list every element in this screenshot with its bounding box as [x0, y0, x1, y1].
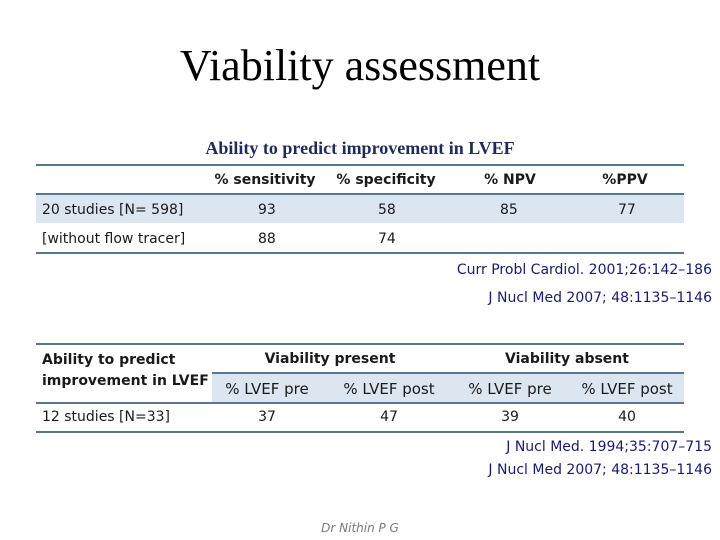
table2-corner-label: Ability to predict improvement in LVEF	[42, 350, 209, 392]
table2-header-rule	[36, 402, 684, 404]
present-post-value: 47	[380, 409, 398, 425]
subheader-absent-post: % LVEF post	[581, 380, 673, 398]
table1-bottom-rule	[36, 252, 684, 254]
absent-pre-value: 39	[501, 409, 519, 425]
table2-bottom-rule	[36, 431, 684, 433]
slide-title: Viability assessment	[179, 41, 541, 90]
table1-header-npv: % NPV	[484, 172, 536, 188]
group-header-viability-present: Viability present	[264, 351, 396, 367]
corner-label-line1: Ability to predict	[42, 352, 176, 368]
sensitivity-value: 93	[258, 202, 276, 218]
specificity-value: 74	[378, 231, 396, 247]
table1-header-sensitivity: % sensitivity	[214, 172, 316, 188]
corner-label-line2: improvement in LVEF	[42, 373, 209, 389]
signature: Dr Nithin P G	[321, 521, 399, 535]
table1-row-band	[36, 195, 684, 223]
row-label: 12 studies [N=33]	[42, 409, 170, 425]
reference-3: J Nucl Med. 1994;35:707–715	[506, 439, 712, 455]
table1-header-specificity: % specificity	[336, 172, 436, 188]
table1-header-ppv: %PPV	[602, 172, 648, 188]
row-label: 20 studies [N= 598]	[42, 202, 184, 218]
present-pre-value: 37	[258, 409, 276, 425]
table2-top-rule	[36, 343, 684, 345]
table1-top-rule	[36, 164, 684, 166]
table1-header-rule	[36, 193, 684, 195]
npv-value: 85	[500, 202, 518, 218]
reference-4: J Nucl Med 2007; 48:1135–1146	[488, 462, 712, 478]
table1-caption: Ability to predict improvement in LVEF	[205, 138, 515, 158]
subheader-absent-pre: % LVEF pre	[468, 380, 552, 398]
row-label: [without flow tracer]	[42, 231, 186, 247]
subheader-present-pre: % LVEF pre	[225, 380, 309, 398]
absent-post-value: 40	[618, 409, 636, 425]
sensitivity-value: 88	[258, 231, 276, 247]
table2-subheader-rule	[212, 372, 684, 374]
ppv-value: 77	[618, 202, 636, 218]
reference-2: J Nucl Med 2007; 48:1135–1146	[488, 290, 712, 306]
reference-1: Curr Probl Cardiol. 2001;26:142–186	[456, 262, 712, 278]
specificity-value: 58	[378, 202, 396, 218]
table2-subheader-band	[212, 374, 684, 402]
group-header-viability-absent: Viability absent	[505, 351, 629, 367]
subheader-present-post: % LVEF post	[343, 380, 435, 398]
